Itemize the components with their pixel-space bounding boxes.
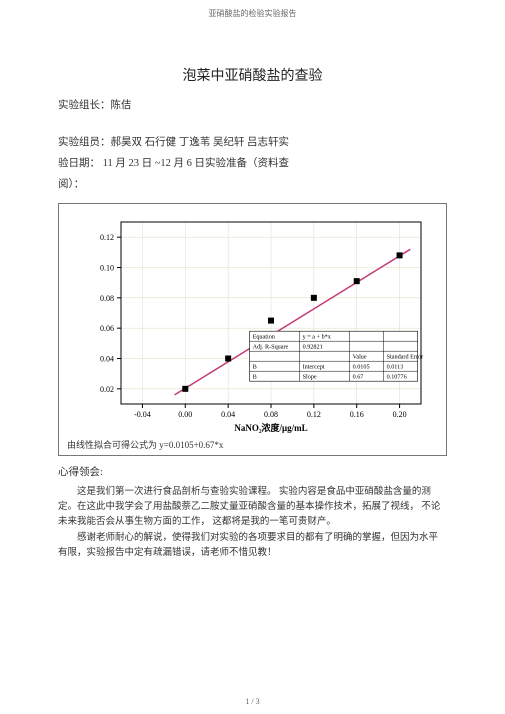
svg-text:0.08: 0.08 [100,294,114,303]
svg-text:0.04: 0.04 [221,410,235,419]
paragraph-2: 感谢老师耐心的解说，使得我们对实验的各项要求目的都有了明确的掌握，但因为水平有限… [58,531,447,561]
content-area: 泡菜中亚硝酸盐的查验 实验组长：陈佶 实验组员：郝昊双 石行健 丁逸苇 吴纪轩 … [0,65,505,561]
svg-text:-0.04: -0.04 [134,410,151,419]
svg-text:Standard Error: Standard Error [386,354,423,361]
svg-text:0.0105: 0.0105 [352,364,369,371]
svg-text:0.08: 0.08 [264,410,278,419]
svg-text:B: B [252,364,256,371]
svg-text:y = a + b*x: y = a + b*x [302,334,331,341]
svg-text:0.12: 0.12 [306,410,320,419]
svg-text:Value: Value [352,354,366,361]
svg-text:0.16: 0.16 [349,410,363,419]
paragraph-1: 这是我们第一次进行食品剖析与查验实验课程。 实验内容是食品中亚硝酸盐含量的测定。… [58,485,447,531]
svg-text:0.00: 0.00 [178,410,192,419]
svg-text:0.67: 0.67 [352,374,363,381]
svg-text:0.92821: 0.92821 [302,344,322,351]
svg-text:B: B [252,374,256,381]
date-line-2: 阅）： [58,174,447,195]
svg-text:NaNO₂浓度/μg/mL: NaNO₂浓度/μg/mL [234,422,307,433]
members-line: 实验组员：郝昊双 石行健 丁逸苇 吴纪轩 吕志轩实 [58,132,447,153]
chart-caption: 由线性拟合可得公式为 y=0.0105+0.67*x [67,438,438,451]
svg-text:0.10776: 0.10776 [386,374,406,381]
svg-text:0.0113: 0.0113 [386,364,403,371]
date-line: 验日期： 11 月 23 日 ~12 月 6 日实验准备（资料查 [58,153,447,174]
svg-text:Intercept: Intercept [302,364,324,371]
svg-text:0.10: 0.10 [100,264,114,273]
svg-text:0.02: 0.02 [100,385,114,394]
page-footer: 1 / 3 [0,697,505,706]
svg-text:Adj. R-Square: Adj. R-Square [252,344,288,351]
svg-text:0.04: 0.04 [100,355,114,364]
doc-title: 泡菜中亚硝酸盐的查验 [58,65,447,85]
chart-container: -0.04 0.00 0.04 0.08 0.12 0.16 0.20 0.02 0.04 0.0… [58,203,447,456]
svg-text:0.06: 0.06 [100,324,114,333]
page-header: 亚硝酸盐的检验实验报告 [0,0,505,19]
svg-text:Slope: Slope [302,374,316,381]
section-heading: 心得领会: [58,464,447,479]
svg-text:Equation: Equation [252,334,274,341]
scatter-chart: -0.04 0.00 0.04 0.08 0.12 0.16 0.20 0.02 0.04 0.0… [73,214,433,434]
leader-line: 实验组长：陈佶 [58,95,447,116]
svg-text:0.20: 0.20 [392,410,406,419]
svg-text:0.12: 0.12 [100,233,114,242]
